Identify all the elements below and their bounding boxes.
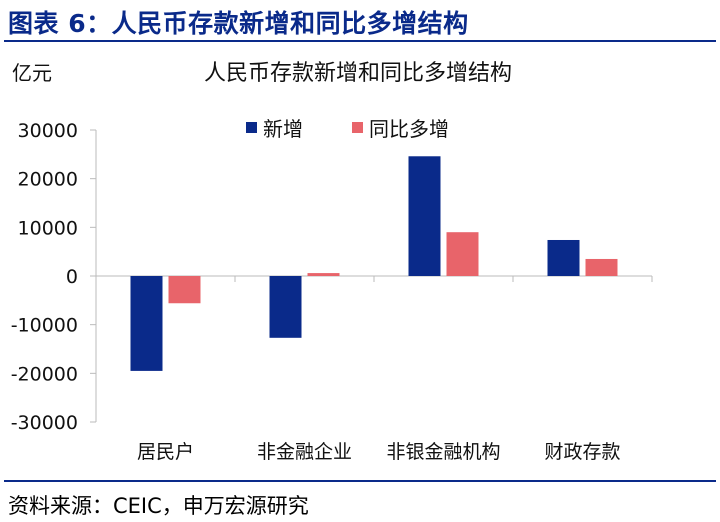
legend-swatch bbox=[246, 122, 257, 133]
figure-label: 图表 6：人民币存款新增和同比多增结构 bbox=[8, 9, 469, 38]
bar-yoy-2 bbox=[307, 273, 340, 276]
bar-new-3 bbox=[408, 156, 441, 276]
bar-new-2 bbox=[269, 276, 302, 338]
y-tick-label: -20000 bbox=[11, 363, 78, 385]
bars bbox=[130, 156, 618, 371]
bar-chart: 人民币存款新增和同比多增结构 亿元 新增 同比多增 30000 20000 10000… bbox=[11, 61, 653, 463]
y-tick-label: 30000 bbox=[18, 120, 78, 142]
figure-header: 图表 6：人民币存款新增和同比多增结构 bbox=[0, 0, 720, 42]
bar-yoy-3 bbox=[446, 232, 479, 276]
bar-new-1 bbox=[130, 276, 163, 371]
x-tick-label: 财政存款 bbox=[544, 441, 620, 463]
bar-yoy-4 bbox=[585, 258, 618, 276]
y-axis-unit: 亿元 bbox=[12, 61, 52, 85]
bar-yoy-1 bbox=[168, 276, 201, 304]
header-rule bbox=[4, 40, 716, 42]
legend-swatch bbox=[352, 122, 363, 133]
legend-label: 新增 bbox=[263, 117, 303, 141]
y-tick-label: -30000 bbox=[11, 412, 78, 434]
x-tick-label: 居民户 bbox=[137, 441, 194, 463]
y-tick-label: 10000 bbox=[18, 217, 78, 239]
legend-label: 同比多增 bbox=[369, 117, 449, 141]
y-tick-label: 20000 bbox=[18, 169, 78, 191]
footer-rule bbox=[4, 480, 716, 482]
x-tick-label: 非金融企业 bbox=[257, 441, 352, 463]
y-tick-label: 0 bbox=[66, 266, 78, 288]
y-axis: 30000 20000 10000 0 -10000 -20000 -30000 bbox=[11, 120, 97, 434]
legend: 新增 同比多增 bbox=[246, 117, 449, 141]
x-tick-label: 非银金融机构 bbox=[386, 441, 500, 463]
y-tick-label: -10000 bbox=[11, 315, 78, 337]
bar-new-4 bbox=[547, 239, 580, 276]
x-axis: 居民户 非金融企业 非银金融机构 财政存款 bbox=[95, 275, 653, 463]
chart-title: 人民币存款新增和同比多增结构 bbox=[204, 61, 512, 86]
figure-source: 资料来源：CEIC，申万宏源研究 bbox=[8, 494, 309, 518]
